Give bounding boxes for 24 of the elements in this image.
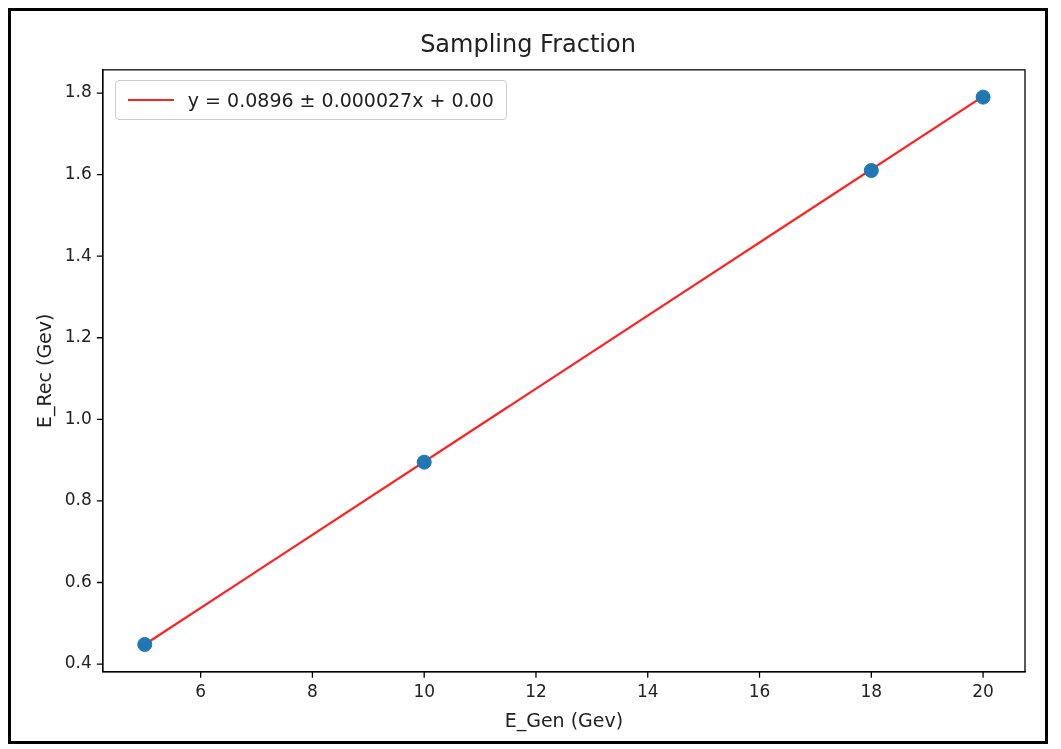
x-tick-label: 12 [525, 681, 547, 702]
chart-title: Sampling Fraction [420, 29, 636, 58]
y-tick-label: 1.4 [64, 244, 92, 265]
point [416, 454, 432, 470]
x-tick-label: 10 [413, 681, 436, 702]
y-tick-label: 0.8 [64, 489, 92, 510]
y-tick-label: 1.8 [64, 81, 92, 102]
point [975, 89, 991, 105]
y-tick-label: 0.6 [64, 570, 92, 591]
point [863, 163, 879, 179]
x-tick-label: 14 [636, 681, 659, 702]
point [137, 636, 153, 652]
x-axis-title: E_Gen (Gev) [504, 708, 624, 732]
y-tick-label: 1.6 [64, 163, 92, 184]
x-tick-label: 20 [972, 681, 994, 702]
y-tick-label: 0.4 [64, 652, 92, 673]
x-tick-label: 16 [748, 681, 771, 702]
x-tick-label: 18 [860, 681, 883, 702]
y-tick-label: 1.0 [64, 407, 92, 428]
x-tick-label: 8 [307, 681, 318, 702]
y-tick-label: 1.2 [64, 326, 92, 347]
legend-label: y = 0.0896 ± 0.000027x + 0.00 [187, 88, 494, 111]
y-axis-title: E_Rec (Gev) [33, 313, 57, 429]
x-tick-label: 6 [195, 681, 207, 702]
